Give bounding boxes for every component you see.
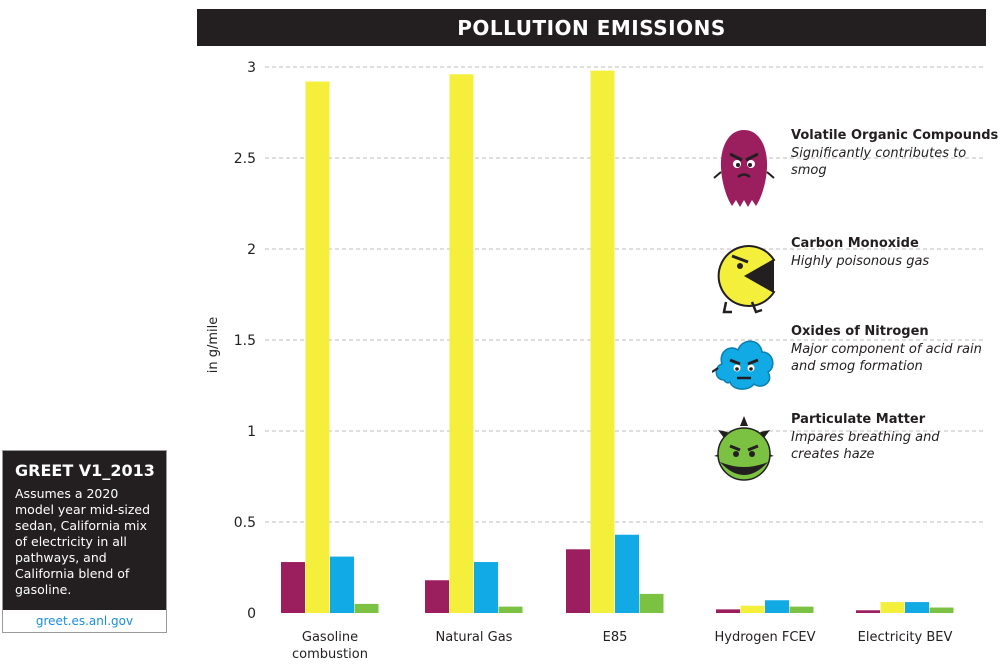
bar [905, 602, 929, 613]
legend-item-voc: Volatile Organic Compounds Significantly… [712, 128, 998, 208]
y-tick-label: 1 [247, 424, 256, 440]
bar [740, 605, 765, 613]
grid-lines [265, 66, 985, 523]
legend-desc-pm: Impares breathing and creates haze [791, 430, 940, 462]
bar [639, 593, 664, 613]
category-labels: Gasoline combustion Natural Gas E85 Hydrogen… [292, 630, 952, 662]
bars [281, 70, 954, 613]
info-text: Assumes a 2020 model year mid-sized seda… [15, 486, 151, 597]
legend-name-nox: Oxides of Nitrogen [791, 324, 929, 339]
y-tick-label: 2.5 [234, 151, 256, 167]
bar [765, 600, 789, 613]
legend-name-co: Carbon Monoxide [791, 236, 919, 251]
bar [615, 534, 639, 613]
category-label: Gasoline combustion [292, 630, 368, 662]
greet-info-box: GREET V1_2013 Assumes a 2020 model year … [2, 450, 167, 633]
bar [449, 74, 474, 613]
bar [330, 556, 354, 613]
bar [425, 580, 449, 613]
nox-cloud-icon [712, 340, 774, 390]
bar [354, 603, 379, 613]
category-label: Electricity BEV [858, 630, 953, 645]
y-tick-label: 3 [247, 60, 256, 76]
legend-desc-co: Highly poisonous gas [791, 254, 930, 269]
category-label: E85 [603, 630, 628, 645]
bar [789, 606, 814, 613]
y-tick-label: 1.5 [234, 333, 256, 349]
bar [474, 562, 498, 613]
particulate-spiky-icon [714, 416, 774, 481]
info-panel: GREET V1_2013 Assumes a 2020 model year … [3, 451, 166, 610]
legend-name-pm: Particulate Matter [791, 412, 926, 427]
legend-item-pm: Particulate Matter Impares breathing and… [712, 412, 992, 492]
bar [590, 70, 615, 613]
greet-website-link[interactable]: greet.es.anl.gov [35, 614, 134, 628]
carbon-monoxide-pacman-icon [717, 245, 776, 314]
y-axis-label: in g/mile [206, 317, 221, 374]
voc-blob-icon [713, 130, 775, 207]
bar [856, 610, 880, 613]
category-label: Natural Gas [436, 630, 513, 645]
legend-item-nox: Oxides of Nitrogen Major component of ac… [712, 324, 992, 404]
category-label: Hydrogen FCEV [714, 630, 815, 645]
chart-title: POLLUTION EMISSIONS [197, 9, 986, 46]
bar [305, 81, 330, 613]
y-tick-labels: 0 0.5 1 1.5 2 2.5 3 [234, 60, 256, 622]
legend-name-voc: Volatile Organic Compounds [791, 128, 999, 143]
info-title: GREET V1_2013 [15, 461, 155, 480]
legend-desc-voc: Significantly contributes to smog [791, 146, 967, 178]
y-tick-label: 0.5 [234, 515, 256, 531]
bar [498, 606, 523, 613]
bar [716, 609, 740, 613]
y-tick-label: 2 [247, 242, 256, 258]
bar [880, 602, 905, 613]
y-tick-label: 0 [247, 606, 256, 622]
legend-desc-nox: Major component of acid rain and smog fo… [791, 342, 982, 374]
bar [566, 549, 590, 613]
bar [929, 607, 954, 613]
legend-item-co: Carbon Monoxide Highly poisonous gas [712, 236, 992, 316]
bar [281, 562, 305, 613]
